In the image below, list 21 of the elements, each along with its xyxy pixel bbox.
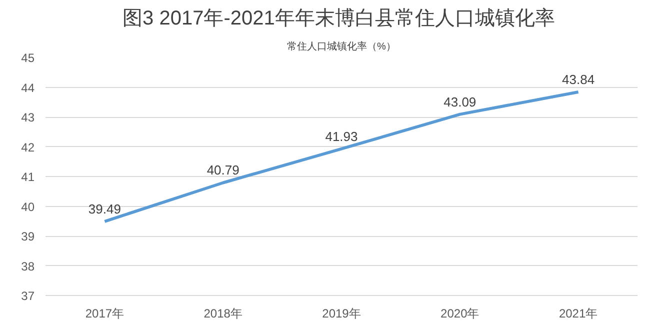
x-tick-label: 2019年 — [322, 306, 361, 320]
x-tick-label: 2018年 — [204, 306, 242, 320]
y-tick-label: 45 — [21, 51, 35, 65]
y-tick-label: 42 — [21, 140, 35, 154]
y-tick-label: 44 — [21, 80, 35, 95]
data-label: 43.09 — [444, 94, 476, 110]
y-tick-label: 39 — [21, 230, 35, 244]
x-tick-label: 2021年 — [558, 306, 598, 320]
y-tick-label: 41 — [21, 170, 35, 184]
y-tick-label: 38 — [21, 259, 35, 274]
data-label: 40.79 — [206, 162, 240, 178]
data-label: 39.49 — [88, 201, 121, 216]
y-tick-label: 43 — [21, 110, 35, 124]
x-tick-label: 2020年 — [440, 306, 480, 320]
data-label: 41.93 — [325, 128, 358, 144]
chart-title: 图3 2017年-2021年年末博白县常住人口城镇化率 — [122, 8, 555, 30]
y-tick-label: 37 — [21, 289, 35, 303]
chart-subtitle: 常住人口城镇化率（%） — [287, 40, 396, 52]
x-tick-label: 2017年 — [85, 306, 124, 320]
y-tick-label: 40 — [21, 200, 35, 214]
data-label: 43.84 — [562, 72, 595, 88]
